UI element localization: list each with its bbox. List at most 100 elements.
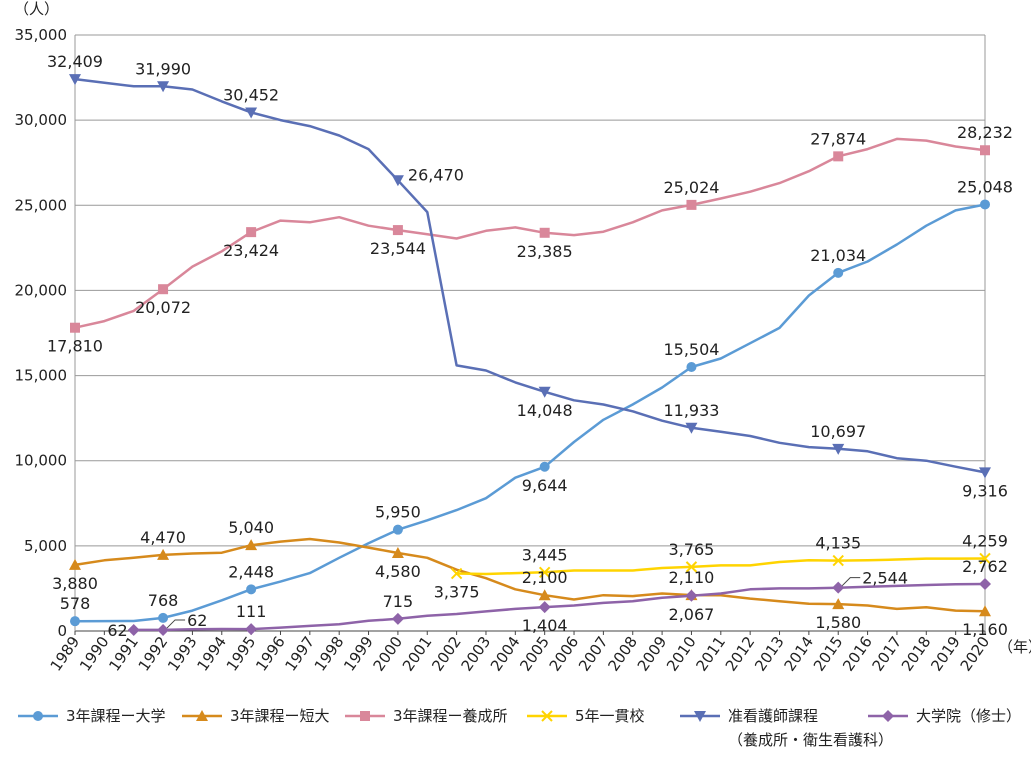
- data-point-marker: [833, 151, 844, 162]
- data-label: 1,160: [962, 620, 1008, 639]
- y-axis-ticks: 0 5,000 10,000 15,000 20,000 25,000 30,000 35,0…: [15, 26, 68, 640]
- data-point-marker: [70, 616, 80, 627]
- data-point-marker: [832, 598, 845, 610]
- y-tick-label: 15,000: [15, 367, 68, 385]
- grid-lines: [74, 34, 986, 632]
- data-label: 30,452: [223, 85, 279, 104]
- data-label: 20,072: [135, 298, 191, 317]
- x-tick-label: 2008: [604, 633, 641, 675]
- data-point-marker: [685, 422, 698, 434]
- x-tick-label: 1998: [311, 633, 348, 675]
- x-tick-label: 2016: [839, 633, 876, 675]
- data-label: 27,874: [810, 129, 866, 148]
- legend-label: 3年課程ー短大: [230, 707, 330, 725]
- x-axis-ticks: 1989199019911992199319941995199619971998…: [47, 631, 993, 675]
- data-label: 1,404: [522, 616, 568, 635]
- data-label: 2,067: [669, 605, 715, 624]
- x-marker-stroke: [541, 710, 553, 722]
- data-point-marker: [246, 584, 257, 595]
- data-label: 17,810: [47, 337, 103, 356]
- data-label: 768: [148, 591, 179, 610]
- data-point-marker: [70, 322, 80, 333]
- data-point-marker: [69, 74, 81, 86]
- data-point-marker: [157, 623, 170, 636]
- x-tick-label: 2005: [516, 633, 553, 675]
- data-label: 1,580: [815, 613, 861, 632]
- data-label: 715: [383, 592, 414, 611]
- data-point-marker: [980, 199, 990, 210]
- data-point-marker: [979, 577, 991, 590]
- data-point-marker: [245, 539, 258, 551]
- data-point-marker: [980, 145, 990, 156]
- x-tick-label: 2013: [751, 633, 788, 675]
- data-label: 3,765: [669, 540, 715, 559]
- x-tick-label: 2009: [634, 633, 671, 675]
- data-point-marker: [685, 561, 698, 573]
- data-point-marker: [686, 199, 697, 210]
- data-label: 2,762: [962, 557, 1008, 576]
- data-point-marker: [158, 612, 169, 623]
- data-label: 4,470: [140, 528, 186, 547]
- data-label: 9,316: [962, 481, 1008, 500]
- series-line-2: [74, 137, 986, 329]
- data-point-marker: [832, 554, 844, 567]
- data-label: 32,409: [47, 52, 103, 71]
- data-point-marker: [833, 267, 844, 278]
- data-labels: 578 768 2,448 5,950 9,644 15,504 21,034 25,048 3…: [47, 52, 1013, 640]
- series-line-1: [74, 537, 986, 613]
- data-point-marker: [538, 589, 551, 601]
- x-tick-label: 2002: [428, 633, 465, 675]
- data-label: 5,040: [228, 518, 274, 537]
- data-label: 25,024: [663, 178, 719, 197]
- data-point-marker: [450, 567, 463, 580]
- data-point-marker: [245, 107, 258, 119]
- data-label: 2,110: [669, 568, 715, 587]
- data-point-marker: [246, 227, 257, 238]
- data-point-marker: [685, 589, 698, 602]
- data-point-marker: [391, 612, 404, 625]
- data-point-marker: [158, 284, 169, 295]
- x-tick-label: 2011: [692, 633, 729, 675]
- data-label: 23,385: [517, 242, 573, 261]
- data-point-marker: [391, 547, 404, 559]
- x-marker-stroke: [450, 567, 463, 580]
- data-label: 23,544: [370, 239, 426, 258]
- data-point-marker: [392, 225, 403, 236]
- legend-label-line2: （養成所・衛生看護科）: [728, 731, 893, 749]
- data-label: 3,880: [52, 574, 98, 593]
- legend-swatch-marker: [33, 711, 43, 721]
- data-label: 28,232: [957, 123, 1013, 142]
- data-label: 5,950: [375, 503, 421, 522]
- data-label: 62: [187, 611, 207, 630]
- series-markers: [69, 74, 991, 636]
- label-callout-line: [841, 577, 861, 587]
- y-tick-label: 5,000: [24, 537, 67, 555]
- legend-label: 准看護師課程: [728, 707, 818, 725]
- x-tick-label: 2019: [927, 633, 964, 675]
- data-point-marker: [127, 623, 140, 636]
- x-tick-label: 2018: [898, 633, 935, 675]
- x-marker-stroke: [832, 554, 844, 567]
- data-point-marker: [69, 558, 81, 570]
- y-tick-label: 0: [57, 622, 67, 640]
- data-point-marker: [979, 605, 991, 617]
- legend-swatch-marker: [360, 711, 370, 721]
- y-axis-unit: （人）: [14, 0, 59, 18]
- data-label: 9,644: [522, 476, 568, 495]
- x-tick-label: 1992: [135, 633, 172, 675]
- data-label: 15,504: [663, 340, 719, 359]
- data-point-marker: [392, 524, 403, 535]
- y-tick-label: 10,000: [15, 452, 68, 470]
- y-tick-label: 25,000: [15, 196, 68, 214]
- legend-label: 大学院（修士）: [916, 707, 1021, 725]
- data-point-marker: [538, 386, 551, 398]
- x-tick-label: 2014: [780, 633, 817, 675]
- data-label: 10,697: [810, 422, 866, 441]
- data-label: 26,470: [408, 165, 464, 184]
- series-line-4: [74, 77, 986, 474]
- legend-swatch-marker: [694, 711, 706, 722]
- x-tick-label: 1997: [281, 633, 318, 675]
- series-line-0: [74, 203, 986, 623]
- data-point-marker: [686, 361, 697, 372]
- y-tick-label: 35,000: [15, 26, 68, 44]
